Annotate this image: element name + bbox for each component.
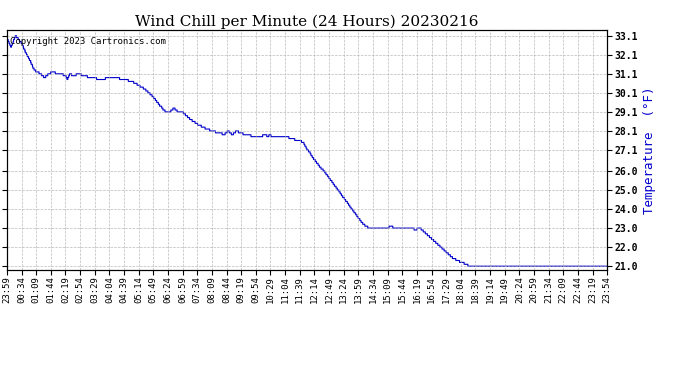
Text: Copyright 2023 Cartronics.com: Copyright 2023 Cartronics.com: [10, 37, 166, 46]
Y-axis label: Temperature  (°F): Temperature (°F): [642, 86, 655, 214]
Title: Wind Chill per Minute (24 Hours) 20230216: Wind Chill per Minute (24 Hours) 2023021…: [135, 15, 479, 29]
